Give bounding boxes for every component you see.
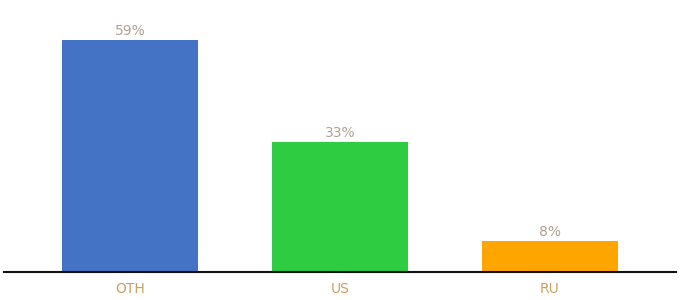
Text: 8%: 8% bbox=[539, 225, 561, 238]
Bar bbox=[62, 40, 199, 272]
Bar bbox=[481, 241, 618, 272]
Bar bbox=[272, 142, 408, 272]
Text: 59%: 59% bbox=[115, 24, 146, 38]
Text: 33%: 33% bbox=[324, 126, 356, 140]
